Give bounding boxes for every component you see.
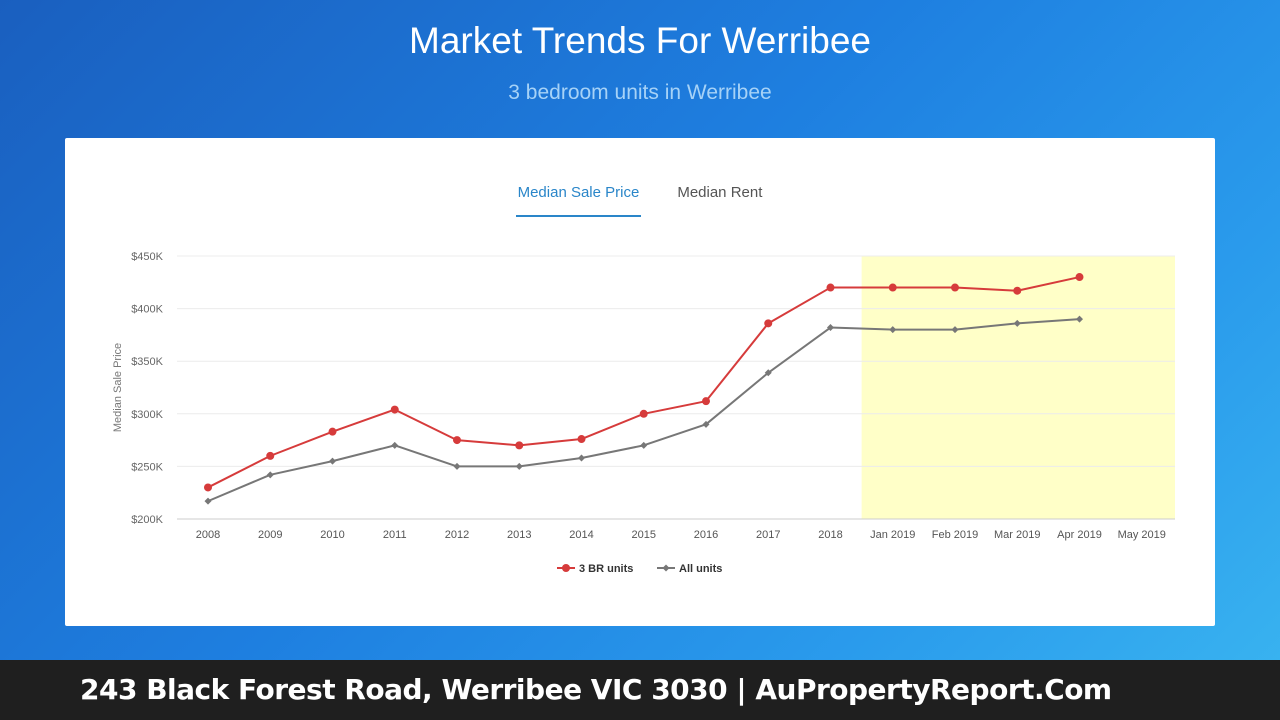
data-point-all-units	[515, 462, 523, 470]
legend-label: All units	[679, 563, 722, 575]
x-tick-label: 2009	[258, 529, 282, 541]
data-point-3br-units	[764, 319, 773, 328]
data-point-3br-units	[888, 283, 897, 292]
x-tick-label: Apr 2019	[1057, 529, 1102, 541]
x-tick-label: 2012	[445, 529, 469, 541]
tab-median-sale-price[interactable]: Median Sale Price	[515, 182, 642, 217]
data-point-all-units	[1076, 315, 1083, 323]
y-tick-label: $250K	[131, 461, 163, 473]
x-tick-label: 2011	[383, 529, 407, 541]
data-point-all-units	[764, 369, 772, 377]
data-point-3br-units	[1013, 286, 1022, 295]
data-point-all-units	[204, 497, 212, 505]
x-tick-label: 2017	[756, 529, 780, 541]
x-tick-label: 2008	[196, 529, 220, 541]
data-point-3br-units	[577, 435, 586, 444]
x-tick-label: 2018	[818, 529, 842, 541]
data-point-all-units	[266, 471, 274, 479]
tab-median-rent[interactable]: Median Rent	[677, 184, 763, 201]
chart-tabs: Median Sale Price Median Rent	[65, 182, 1215, 217]
page-title: Market Trends For Werribee	[409, 20, 871, 61]
forecast-highlight-band	[861, 256, 1175, 519]
x-tick-label: Mar 2019	[994, 529, 1040, 541]
data-point-3br-units	[1075, 273, 1084, 282]
data-point-3br-units	[826, 283, 835, 292]
data-point-all-units	[391, 441, 399, 449]
x-tick-label: 2016	[694, 529, 718, 541]
x-tick-label: Feb 2019	[932, 529, 978, 541]
legend-label: 3 BR units	[579, 563, 633, 575]
y-tick-label: $200K	[131, 514, 163, 526]
data-point-3br-units	[515, 441, 524, 450]
data-point-3br-units	[266, 451, 275, 460]
x-tick-label: Jan 2019	[870, 529, 915, 541]
data-point-all-units	[640, 441, 648, 449]
y-tick-label: $300K	[131, 409, 163, 421]
x-tick-label: 2015	[632, 529, 656, 541]
page-subtitle: 3 bedroom units in Werribee	[508, 81, 772, 104]
y-tick-label: $350K	[131, 356, 163, 368]
x-tick-label: 2013	[507, 529, 531, 541]
data-point-all-units	[453, 462, 461, 470]
legend-marker	[662, 564, 670, 572]
legend-marker	[562, 564, 570, 572]
x-tick-label: 2014	[569, 529, 593, 541]
footer-bar: 243 Black Forest Road, Werribee VIC 3030…	[0, 660, 1280, 720]
line-chart: $450K $400K $350K $300K $250K $200K Median Sal…	[112, 251, 1175, 575]
chart-card: Median Sale Price Median Rent $450K $400K…	[65, 138, 1215, 626]
data-point-all-units	[951, 326, 959, 334]
data-point-3br-units	[390, 405, 399, 414]
data-point-3br-units	[204, 483, 212, 492]
data-point-all-units	[827, 324, 834, 332]
data-point-all-units	[578, 454, 585, 462]
y-tick-label: $450K	[131, 251, 163, 263]
data-point-all-units	[1013, 319, 1021, 327]
y-tick-label: $400K	[131, 304, 163, 316]
y-axis-label: Median Sale Price	[112, 343, 124, 432]
data-point-3br-units	[702, 397, 710, 406]
footer-address: 243 Black Forest Road, Werribee VIC 3030…	[80, 673, 1112, 706]
x-tick-label: May 2019	[1118, 529, 1166, 541]
data-point-3br-units	[453, 436, 461, 445]
data-point-all-units	[329, 457, 336, 465]
data-point-3br-units	[639, 409, 648, 418]
data-point-all-units	[702, 420, 710, 428]
data-point-3br-units	[328, 427, 337, 436]
data-point-all-units	[889, 326, 897, 334]
x-tick-label: 2010	[320, 529, 344, 541]
data-point-3br-units	[951, 283, 959, 292]
